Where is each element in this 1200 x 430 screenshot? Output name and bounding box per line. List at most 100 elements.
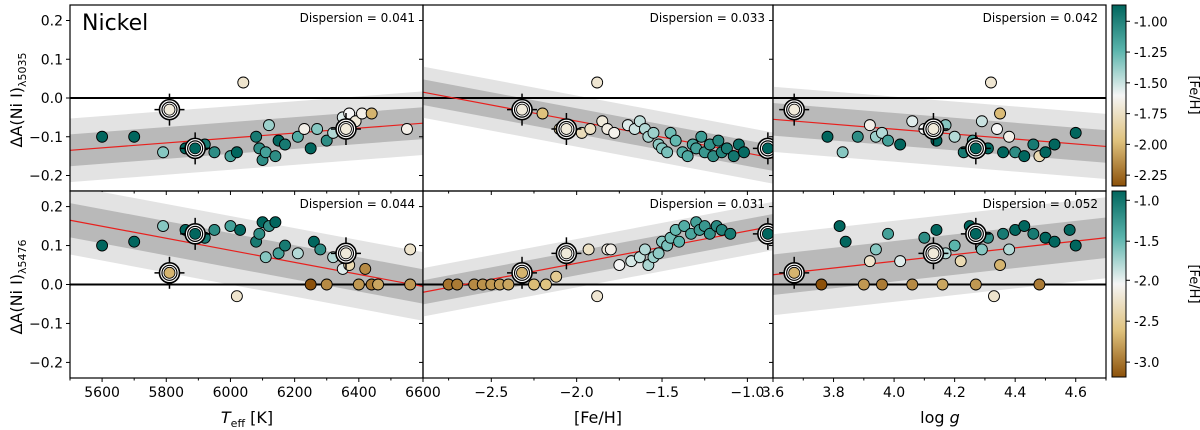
data-point xyxy=(320,278,333,291)
data-point xyxy=(298,123,311,135)
colorbar-bottom-ramp xyxy=(1111,190,1127,378)
x-tick-label: 4.2 xyxy=(944,385,966,401)
reference-star-point xyxy=(189,227,202,240)
data-point xyxy=(991,123,1003,135)
data-point xyxy=(314,243,327,256)
y-tick-label: 0.0 xyxy=(41,278,63,294)
data-point xyxy=(975,115,988,128)
data-point xyxy=(863,119,876,132)
colorbar-tick-label: -2.5 xyxy=(1134,315,1159,330)
colorbar-tick-label: -2.00 xyxy=(1134,138,1168,153)
data-point xyxy=(1039,146,1052,159)
data-point xyxy=(250,130,263,143)
data-point xyxy=(994,259,1006,271)
ylabel-top-text: ΔA(Ni I)λ5035 xyxy=(7,52,29,147)
colorbar-top-ticks: -1.00 -1.25 -1.50 -1.75 -2.00 -2.25 xyxy=(1126,15,1168,184)
data-point xyxy=(96,239,109,252)
data-point xyxy=(1069,126,1082,139)
data-point xyxy=(269,216,282,229)
data-point xyxy=(936,278,949,291)
data-point xyxy=(237,76,250,89)
data-point xyxy=(591,76,604,89)
data-point xyxy=(882,227,894,240)
reference-star-point xyxy=(163,103,176,116)
y-tick-label: 0.1 xyxy=(41,239,63,255)
data-point xyxy=(836,146,849,159)
x-tick-label: 5800 xyxy=(148,385,184,401)
data-point xyxy=(128,235,141,248)
data-point xyxy=(311,123,324,135)
data-point xyxy=(272,247,285,260)
panel-bottom-right: Dispersion = 0.052 3.6 3.8 4.0 4.2 4.4 4.6 xyxy=(762,190,1107,401)
data-point xyxy=(582,243,595,256)
data-point xyxy=(833,220,846,233)
data-point xyxy=(539,278,552,291)
data-point xyxy=(876,278,888,291)
ylabel-top: ΔA(Ni I)λ5035 xyxy=(7,52,29,147)
colorbar-top-label: [Fe/H] xyxy=(1186,75,1200,114)
data-point xyxy=(863,255,876,268)
reference-star xyxy=(180,132,211,165)
data-point xyxy=(720,142,733,155)
panel-plot-area xyxy=(773,197,1106,316)
reference-star xyxy=(918,113,949,145)
data-point xyxy=(882,134,894,147)
colorbar-bottom-label: [Fe/H] xyxy=(1186,264,1200,303)
fit-line xyxy=(70,122,423,151)
reference-star-point xyxy=(560,247,573,260)
data-point xyxy=(253,227,266,240)
data-point xyxy=(712,134,725,147)
data-point xyxy=(724,227,737,240)
reference-star xyxy=(779,256,810,289)
xlabel-feh: [Fe/H] xyxy=(574,408,622,427)
data-point xyxy=(157,220,170,233)
reference-star xyxy=(918,237,949,270)
data-point xyxy=(365,107,378,120)
x-tick-label: −2.5 xyxy=(474,385,508,401)
x-tick-label: 5600 xyxy=(84,385,120,401)
reference-star-point xyxy=(788,103,801,116)
data-point xyxy=(681,150,694,163)
y-tick-label: −0.1 xyxy=(29,316,63,332)
data-point xyxy=(352,278,365,291)
y-tick-label: −0.2 xyxy=(29,169,63,185)
data-point xyxy=(372,278,385,291)
reference-star xyxy=(180,217,211,250)
xlabel-logg: log g xyxy=(920,408,960,427)
data-point xyxy=(1018,220,1031,233)
data-point xyxy=(608,126,621,139)
colorbar-bottom: -1.0 -1.5 -2.0 -2.5 -3.0 [Fe/H] xyxy=(1111,190,1200,378)
data-point xyxy=(876,126,888,139)
reference-star xyxy=(154,256,185,289)
reference-star-point xyxy=(969,142,982,155)
x-tick-label: 4.0 xyxy=(883,385,905,401)
panel-top-left: Dispersion = 0.041 0.2 0.1 0.0 −0.1 −0.2 xyxy=(29,4,424,195)
reference-star-point xyxy=(560,123,573,135)
data-point xyxy=(948,239,961,252)
data-point xyxy=(669,134,682,147)
data-point xyxy=(988,290,1000,303)
data-point xyxy=(918,231,931,244)
data-point xyxy=(1027,138,1040,151)
reference-star-point xyxy=(927,247,940,260)
data-point xyxy=(128,130,141,143)
x-tick-label: 6400 xyxy=(341,385,377,401)
reference-star xyxy=(752,217,773,250)
data-point xyxy=(502,278,515,291)
panel-plot-area xyxy=(773,76,1106,179)
x-tick-label: 3.8 xyxy=(822,385,844,401)
x-tick-label: −1.5 xyxy=(645,385,679,401)
reference-star-point xyxy=(788,266,801,279)
data-point xyxy=(230,290,243,303)
data-point xyxy=(550,270,563,283)
reference-star-point xyxy=(340,123,352,135)
panel-plot-area xyxy=(70,76,423,183)
reference-star xyxy=(154,93,185,126)
data-point xyxy=(234,224,247,236)
data-point xyxy=(1048,235,1061,248)
dispersion-label: Dispersion = 0.052 xyxy=(983,197,1098,211)
data-point xyxy=(307,235,320,248)
data-point xyxy=(451,278,464,291)
colorbar-tick-label: -3.0 xyxy=(1134,356,1159,371)
